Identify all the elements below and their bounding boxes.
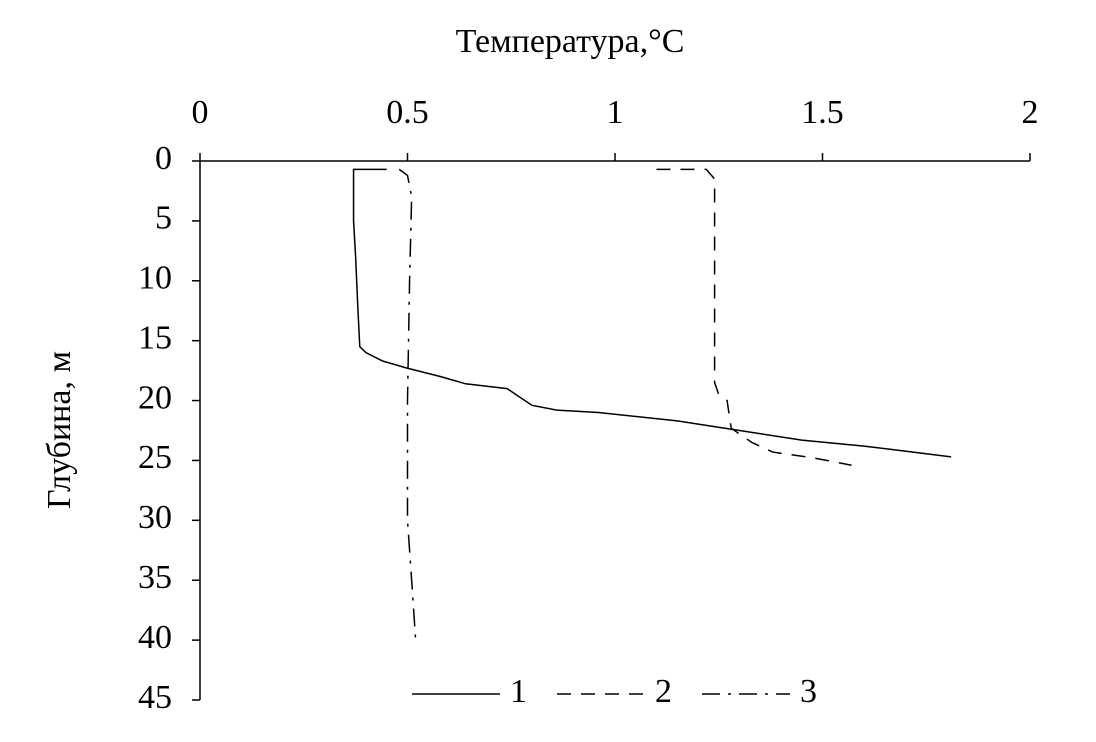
x-tick-label: 0	[192, 94, 209, 131]
x-axis-title: Температура,°C	[456, 23, 685, 60]
y-tick-label: 30	[138, 499, 172, 536]
y-tick-label: 25	[138, 439, 172, 476]
legend-label: 3	[800, 673, 817, 710]
y-tick-label: 40	[138, 619, 172, 656]
y-tick-label: 15	[138, 319, 172, 356]
x-tick-label: 1	[607, 94, 624, 131]
y-tick-label: 10	[138, 260, 172, 297]
x-tick-label: 0.5	[386, 94, 429, 131]
y-axis-title: Глубина, м	[41, 351, 78, 509]
x-tick-label: 1.5	[801, 94, 844, 131]
y-tick-label: 35	[138, 559, 172, 596]
series-line	[656, 168, 852, 466]
y-tick-label: 20	[138, 379, 172, 416]
y-tick-label: 45	[138, 679, 172, 716]
y-tick-label: 0	[155, 140, 172, 177]
legend-label: 1	[510, 673, 527, 710]
series-line	[352, 168, 952, 458]
series-line	[398, 168, 417, 643]
x-tick-label: 2	[1022, 94, 1039, 131]
legend-label: 2	[655, 673, 672, 710]
y-tick-label: 5	[155, 200, 172, 237]
